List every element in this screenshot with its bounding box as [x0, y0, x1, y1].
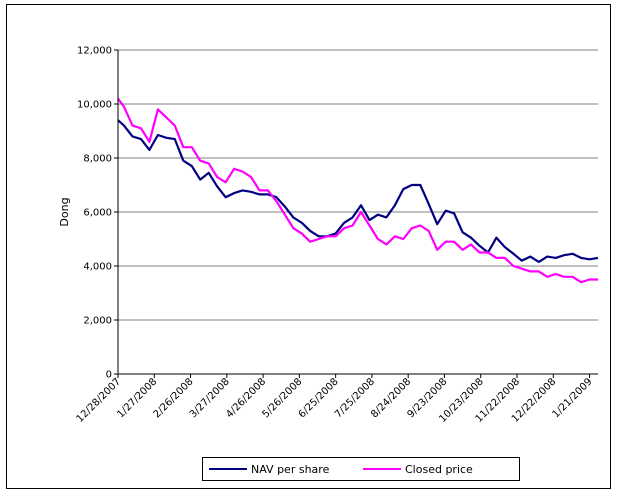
y-tick-label: 2,000 — [83, 316, 112, 327]
y-tick-label: 6,000 — [83, 208, 112, 219]
y-tick-label: 8,000 — [83, 154, 112, 165]
legend-item-closed-price: Closed price — [363, 462, 473, 476]
y-axis-tick-labels: 0 2,000 4,000 6,000 8,000 10,000 12,000 — [77, 46, 112, 381]
legend-swatch-nav — [209, 468, 247, 470]
legend-swatch-closed-price — [363, 468, 401, 470]
series-line-closed-price — [117, 97, 598, 284]
legend-item-nav: NAV per share — [209, 462, 329, 476]
series-lines — [117, 97, 599, 284]
y-tick-label: 10,000 — [77, 100, 112, 111]
legend-label-closed-price: Closed price — [405, 462, 473, 476]
y-tick-label: 4,000 — [83, 262, 112, 273]
series-line-nav-per-share — [117, 119, 599, 263]
x-tick-label: 1/21/2009 — [551, 376, 595, 420]
axes — [117, 50, 598, 378]
gridlines — [114, 49, 598, 375]
chart-frame — [6, 4, 611, 489]
x-tick-label: 12/28/2007 — [75, 376, 124, 425]
y-tick-label: 0 — [106, 370, 112, 381]
y-axis-title: Dong — [58, 197, 71, 226]
legend: NAV per share Closed price — [202, 457, 520, 481]
legend-label-nav: NAV per share — [251, 462, 330, 476]
y-tick-label: 12,000 — [77, 46, 112, 57]
x-axis-tick-labels: 12/28/20071/27/20082/26/20083/27/20084/2… — [75, 376, 595, 425]
